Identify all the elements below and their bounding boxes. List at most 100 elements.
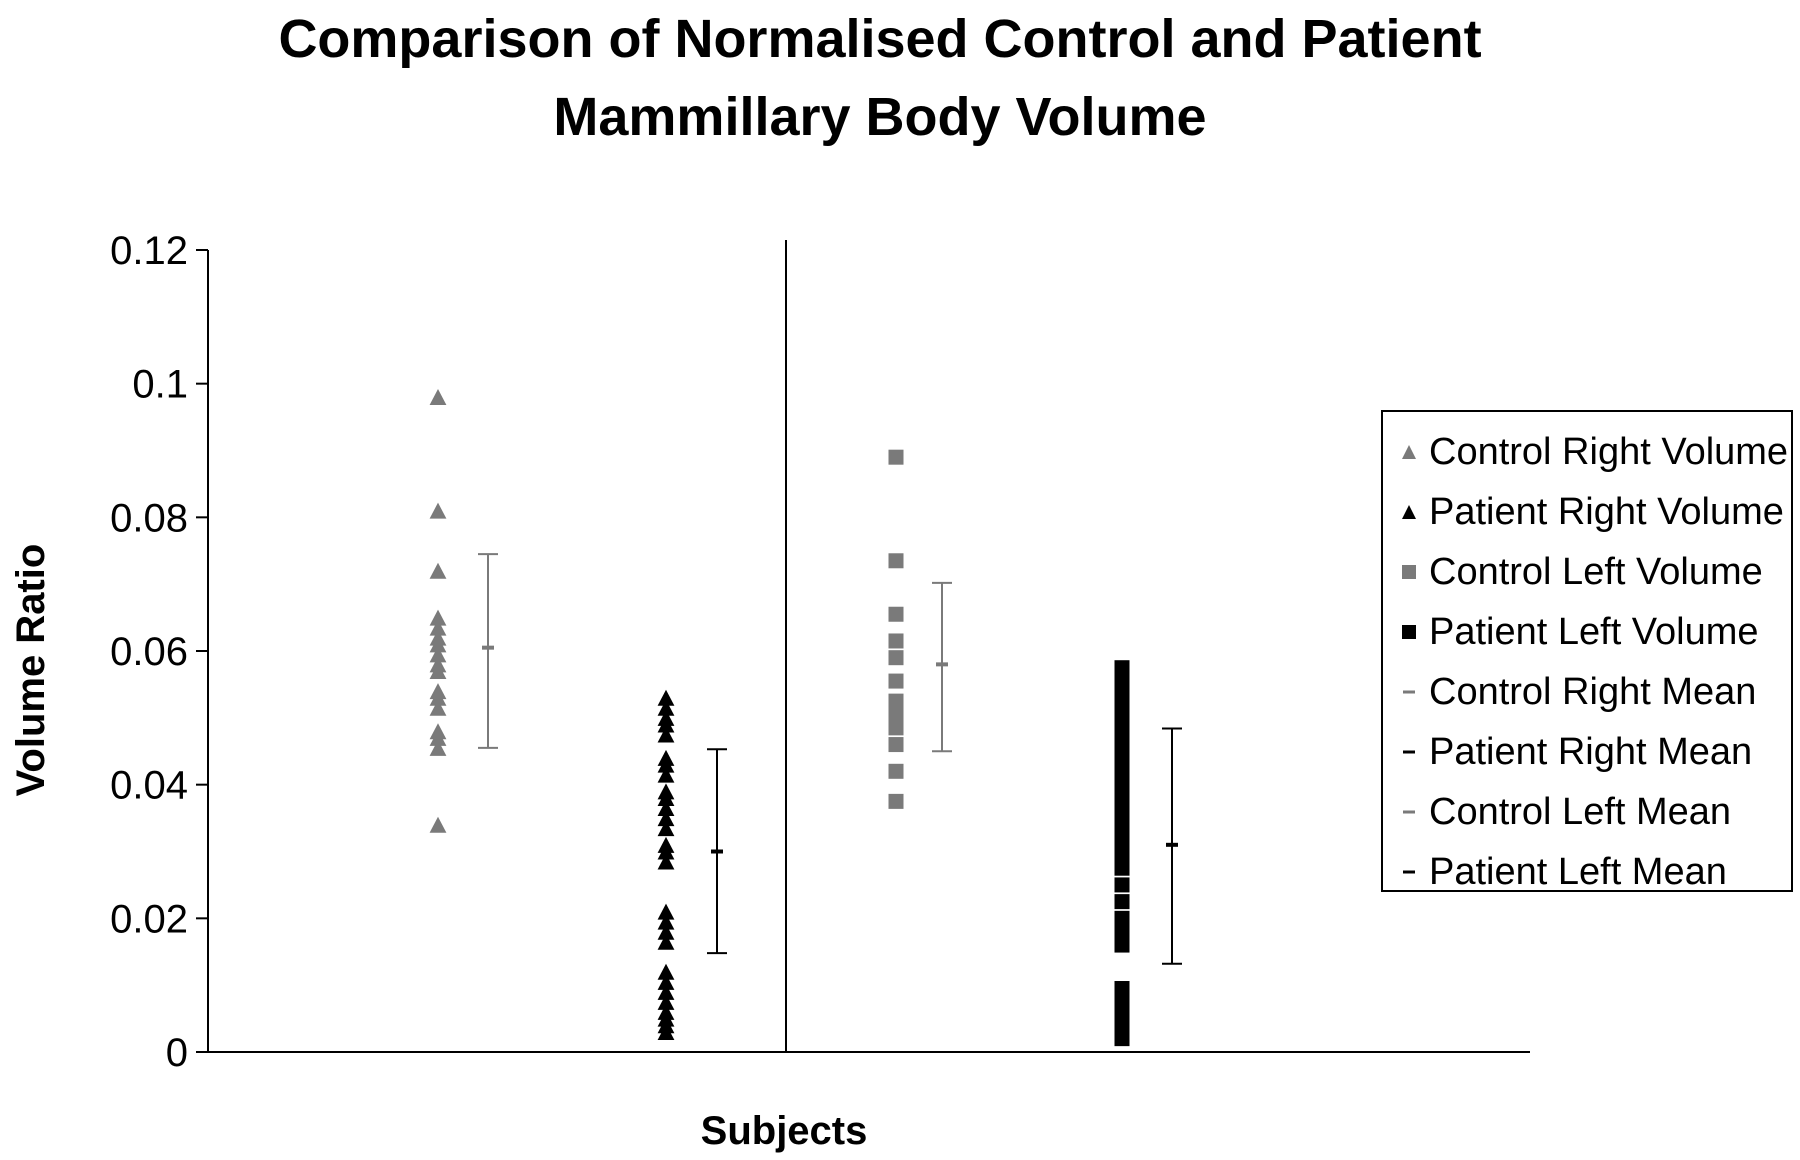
control-left-volume-point <box>888 633 904 649</box>
legend-label: Control Left Volume <box>1429 551 1763 593</box>
patient-left-volume-point <box>1114 686 1130 702</box>
legend-label: Control Left Mean <box>1429 791 1732 833</box>
patient-right-volume-point <box>657 766 675 783</box>
legend-triangle-marker <box>1402 505 1416 519</box>
control-right-volume-point <box>429 729 447 746</box>
control-right-volume-point <box>429 739 447 756</box>
control-left-volume-point <box>888 553 904 569</box>
legend-square-marker <box>1402 625 1416 639</box>
patient-left-volume-point <box>1114 740 1130 756</box>
patient-right-volume-point <box>657 923 675 940</box>
patient-right-volume-point <box>657 756 675 773</box>
patient-right-volume-point <box>657 853 675 870</box>
control-left-volume-point <box>888 650 904 666</box>
patient-left-volume-point <box>1114 877 1130 893</box>
patient-left-volume-point <box>1114 767 1130 783</box>
legend-marker <box>1403 870 1415 874</box>
control-right-volume-point <box>429 689 447 706</box>
patient-left-volume-point <box>1114 924 1130 940</box>
patient-left-volume-point <box>1114 981 1130 997</box>
control-left-volume-point <box>888 737 904 753</box>
patient-left-volume-point <box>1114 780 1130 796</box>
control-left-volume-point <box>888 673 904 689</box>
control-left-volume-point <box>888 793 904 809</box>
legend-item: Patient Right Mean <box>1383 722 1791 782</box>
patient-left-volume-point <box>1114 910 1130 926</box>
patient-left-volume-point <box>1114 807 1130 823</box>
patient-right-volume-point <box>657 993 675 1010</box>
control-right-volume-point <box>429 619 447 636</box>
patient-left-volume-point <box>1114 727 1130 743</box>
legend-label: Patient Left Mean <box>1429 851 1727 893</box>
patient-right-mean-errorbar <box>707 748 727 955</box>
control-right-volume-point <box>429 502 447 519</box>
patient-right-volume-point <box>657 963 675 980</box>
patient-right-volume-point <box>657 983 675 1000</box>
patient-left-volume-point <box>1114 1031 1130 1047</box>
legend-item: Control Right Mean <box>1383 662 1791 722</box>
patient-left-volume-point <box>1114 660 1130 676</box>
data-marks <box>429 389 1182 1047</box>
patient-left-volume-point <box>1114 894 1130 910</box>
patient-left-volume-point <box>1114 700 1130 716</box>
chart-title-line-1: Comparison of Normalised Control and Pat… <box>278 9 1482 69</box>
legend-label: Control Right Mean <box>1429 671 1757 713</box>
legend: Control Right Volume Patient Right Volume… <box>1381 410 1793 893</box>
control-left-volume-point <box>888 706 904 722</box>
control-right-volume-point <box>429 609 447 626</box>
legend-label: Patient Left Volume <box>1429 611 1759 653</box>
axes: 0 0.02 0.04 0.06 0.08 0.1 0.12 <box>110 229 1530 1075</box>
legend-label: Patient Right Volume <box>1429 491 1784 533</box>
patient-left-volume-point <box>1114 937 1130 953</box>
control-right-volume-point <box>429 646 447 663</box>
legend-marker <box>1402 445 1416 459</box>
chart-title: Comparison of Normalised Control and Pat… <box>0 0 1760 156</box>
control-left-volume-point <box>888 693 904 709</box>
patient-left-volume-point <box>1114 713 1130 729</box>
control-left-volume-point <box>888 606 904 622</box>
legend-item: Control Left Volume <box>1383 542 1791 602</box>
patient-left-volume-point <box>1114 753 1130 769</box>
patient-right-volume-point <box>657 810 675 827</box>
legend-label: Control Right Volume <box>1429 431 1789 473</box>
y-tick-label: 0.1 <box>132 363 188 407</box>
control-left-volume-point <box>888 449 904 465</box>
control-right-volume-point <box>429 699 447 716</box>
legend-marker <box>1402 565 1416 579</box>
patient-left-volume-point <box>1114 860 1130 876</box>
legend-marker <box>1402 625 1416 639</box>
legend-item: Control Left Mean <box>1383 782 1791 842</box>
patient-right-volume-point <box>657 800 675 817</box>
y-tick-label: 0.06 <box>110 630 188 674</box>
legend-square-marker <box>1402 565 1416 579</box>
patient-right-volume-point <box>657 843 675 860</box>
patient-left-volume-point <box>1114 847 1130 863</box>
patient-left-volume-point <box>1114 673 1130 689</box>
patient-left-volume-point <box>1114 833 1130 849</box>
patient-right-volume-point <box>657 1023 675 1040</box>
patient-right-volume-point <box>657 933 675 950</box>
patient-right-volume-point <box>657 726 675 743</box>
legend-item: Patient Right Volume <box>1383 482 1791 542</box>
control-left-volume-point <box>888 763 904 779</box>
patient-right-volume-point <box>657 689 675 706</box>
legend-marker <box>1403 750 1415 754</box>
y-tick-label: 0.02 <box>110 897 188 941</box>
control-left-mean-errorbar <box>932 581 952 753</box>
y-axis-title: Volume Ratio <box>9 544 53 797</box>
patient-left-volume-point <box>1114 994 1130 1010</box>
control-right-volume-point <box>429 636 447 653</box>
control-right-mean-errorbar <box>478 553 498 749</box>
legend-item: Patient Left Volume <box>1383 602 1791 662</box>
patient-right-volume-point <box>657 913 675 930</box>
y-tick-label: 0.08 <box>110 496 188 540</box>
control-right-volume-point <box>429 663 447 680</box>
legend-marker <box>1402 505 1416 519</box>
control-right-volume-point <box>429 816 447 833</box>
legend-item: Control Right Volume <box>1383 422 1791 482</box>
legend-marker <box>1403 690 1415 694</box>
patient-right-volume-point <box>657 716 675 733</box>
legend-label: Patient Right Mean <box>1429 731 1753 773</box>
y-tick-label: 0.12 <box>110 229 188 273</box>
